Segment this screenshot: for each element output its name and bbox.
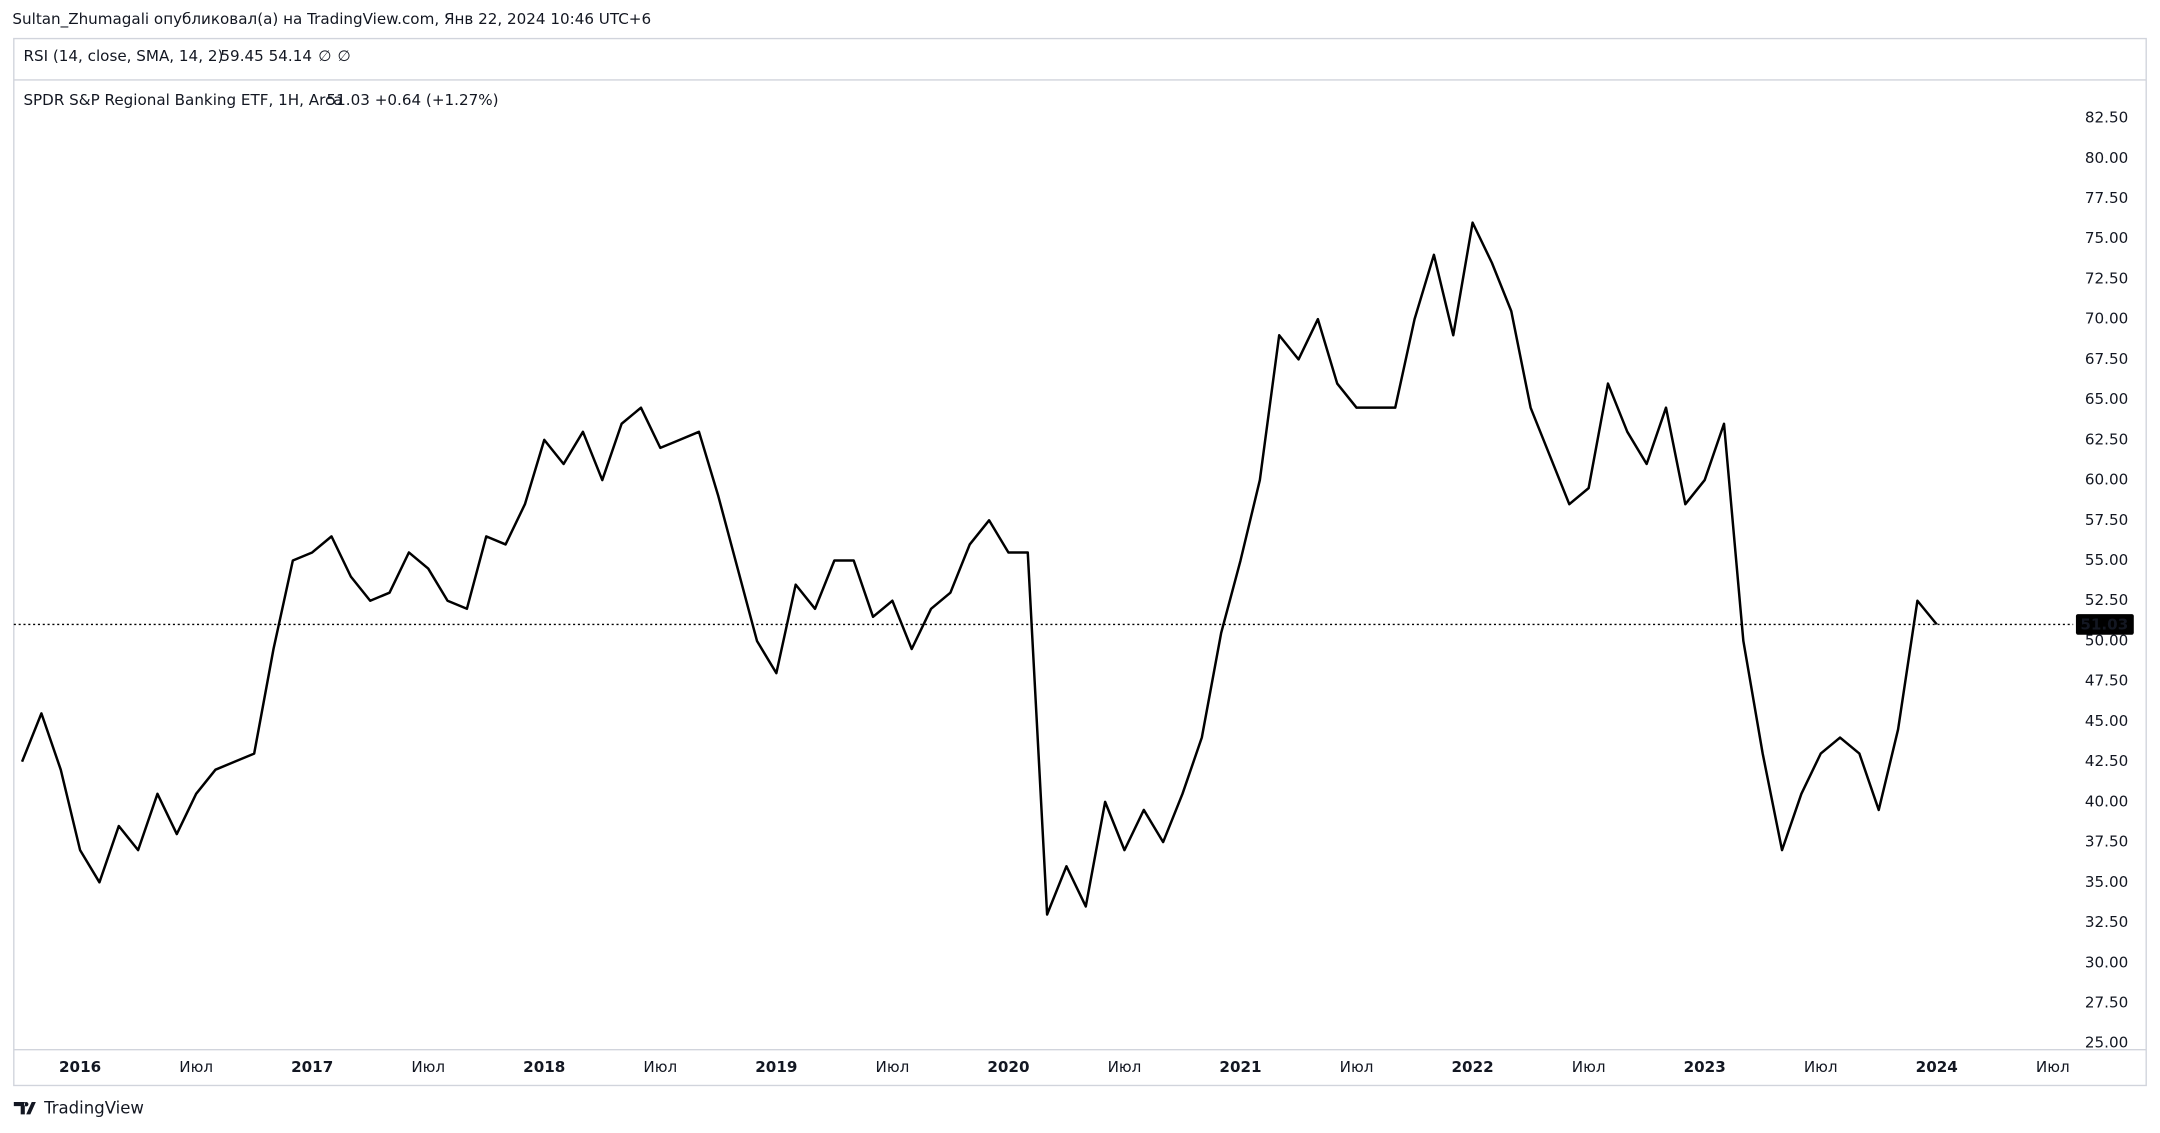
pane-border (13, 37, 2147, 1087)
y-tick-label: 37.50 (2085, 833, 2128, 851)
x-tick-label: 2018 (523, 1058, 565, 1076)
x-tick-label: 2020 (987, 1058, 1029, 1076)
x-tick-label: Июл (2036, 1058, 2070, 1076)
y-tick-label: 27.50 (2085, 993, 2128, 1011)
y-tick-label: 32.50 (2085, 913, 2128, 931)
y-tick-label: 57.50 (2085, 511, 2128, 529)
indicator-value: ∅ (318, 47, 331, 65)
y-tick-label: 52.50 (2085, 591, 2128, 609)
x-tick-label: Июл (876, 1058, 910, 1076)
y-tick-label: 80.00 (2085, 149, 2128, 167)
x-tick-label: Июл (1572, 1058, 1606, 1076)
x-tick-label: 2017 (291, 1058, 333, 1076)
y-tick-label: 65.00 (2085, 390, 2128, 408)
x-tick-label: 2023 (1684, 1058, 1726, 1076)
y-tick-label: 40.00 (2085, 792, 2128, 810)
y-tick-label: 25.00 (2085, 1034, 2128, 1052)
y-tick-label: 77.50 (2085, 189, 2128, 207)
x-tick-label: 2016 (59, 1058, 101, 1076)
y-tick-label: 55.00 (2085, 551, 2128, 569)
y-tick-label: 30.00 (2085, 953, 2128, 971)
symbol-title: SPDR S&P Regional Banking ETF, 1H, Arca (23, 91, 342, 109)
y-tick-label: 42.50 (2085, 752, 2128, 770)
x-tick-label: 2024 (1916, 1058, 1958, 1076)
indicator-value: 54.14 (269, 47, 312, 65)
y-tick-label: 35.00 (2085, 873, 2128, 891)
y-tick-label: 45.00 (2085, 712, 2128, 730)
y-tick-label: 75.00 (2085, 229, 2128, 247)
x-tick-label: Июл (1108, 1058, 1142, 1076)
x-tick-label: 2022 (1452, 1058, 1494, 1076)
y-tick-label: 82.50 (2085, 109, 2128, 127)
x-tick-label: Июл (179, 1058, 213, 1076)
y-tick-label: 70.00 (2085, 310, 2128, 328)
symbol-change: +0.64 (+1.27%) (375, 91, 499, 109)
last-price-label: 51.03 (2080, 616, 2128, 634)
last-price-badge (2075, 614, 2134, 635)
brand-name: TradingView (43, 1098, 144, 1117)
brand-logo (13, 1102, 36, 1115)
x-tick-label: 2021 (1219, 1058, 1261, 1076)
y-tick-label: 50.00 (2085, 631, 2128, 649)
y-tick-label: 47.50 (2085, 672, 2128, 690)
x-tick-label: Июл (643, 1058, 677, 1076)
x-tick-label: Июл (1340, 1058, 1374, 1076)
symbol-last: 51.03 (327, 91, 370, 109)
x-tick-label: Июл (1804, 1058, 1838, 1076)
price-line (20, 221, 1938, 916)
indicator-value: ∅ (338, 47, 351, 65)
indicator-name: RSI (14, close, SMA, 14, 2) (23, 47, 223, 65)
y-tick-label: 62.50 (2085, 430, 2128, 448)
y-tick-label: 60.00 (2085, 471, 2128, 489)
y-tick-label: 67.50 (2085, 350, 2128, 368)
x-tick-label: Июл (411, 1058, 445, 1076)
publish-info: Sultan_Zhumagali опубликовал(а) на Tradi… (12, 10, 651, 29)
y-tick-label: 72.50 (2085, 269, 2128, 287)
x-tick-label: 2019 (755, 1058, 797, 1076)
indicator-value: 59.45 (220, 47, 263, 65)
